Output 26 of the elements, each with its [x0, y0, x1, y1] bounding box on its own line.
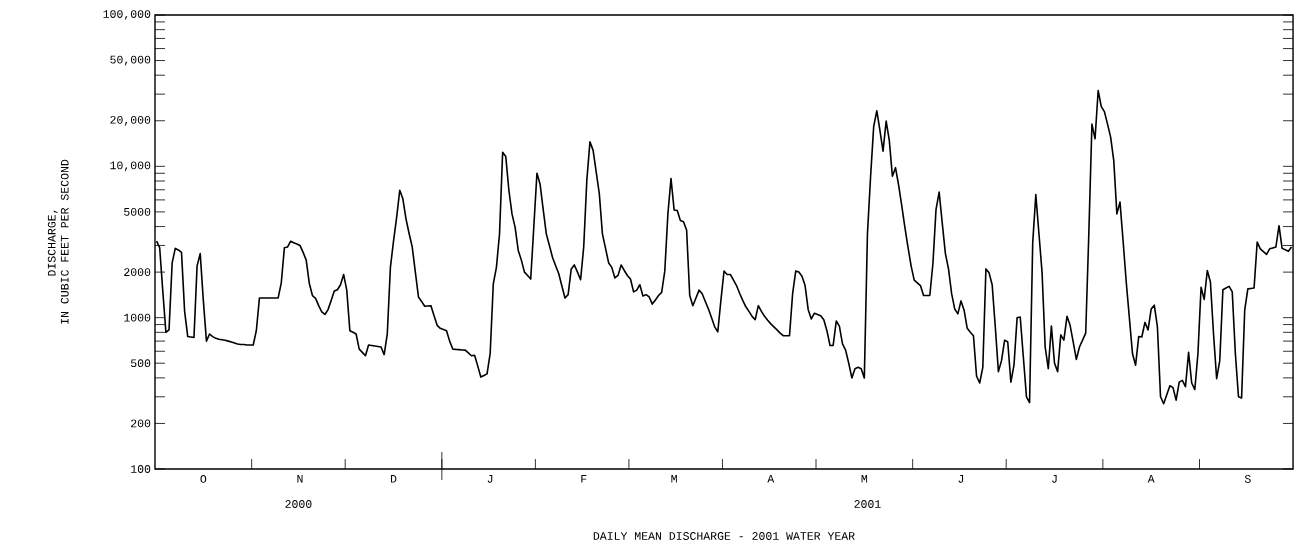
x-tick-label: N [297, 475, 303, 483]
x-tick-label: O [200, 475, 207, 483]
x-tick-label: A [767, 475, 775, 483]
x-tick-label: A [1147, 475, 1155, 483]
text: 2000 [285, 500, 312, 508]
y-tick-label: 1000 [124, 313, 151, 322]
y-axis-title: DISCHARGE, IN CUBIC FEET PER SECOND [47, 159, 69, 324]
x-tick-label: J [487, 475, 493, 483]
x-tick-label: S [1244, 475, 1251, 483]
y-tick-label: 10,000 [110, 161, 151, 172]
y-tick-label: 2000 [124, 268, 151, 277]
y-tick-label: 100,000 [103, 10, 151, 20]
x-tick-label: J [958, 475, 964, 483]
y-tick-label: 100 [131, 465, 151, 473]
x-tick-label: F [581, 475, 587, 483]
y-tick-label: 5000 [124, 207, 151, 216]
y-tick-label: 20,000 [110, 115, 151, 126]
x-axis-title: DAILY MEAN DISCHARGE - 2001 WATER YEAR [593, 532, 855, 540]
x-tick-label: J [1052, 475, 1057, 483]
y-tick-label: 50,000 [110, 55, 151, 66]
y-tick-label: 500 [130, 359, 151, 368]
x-tick-label: M [671, 475, 677, 483]
y-tick-label: 200 [131, 419, 151, 428]
text: 2001 [854, 500, 881, 508]
x-tick-label: D [390, 475, 397, 483]
x-tick-label: M [861, 475, 868, 483]
